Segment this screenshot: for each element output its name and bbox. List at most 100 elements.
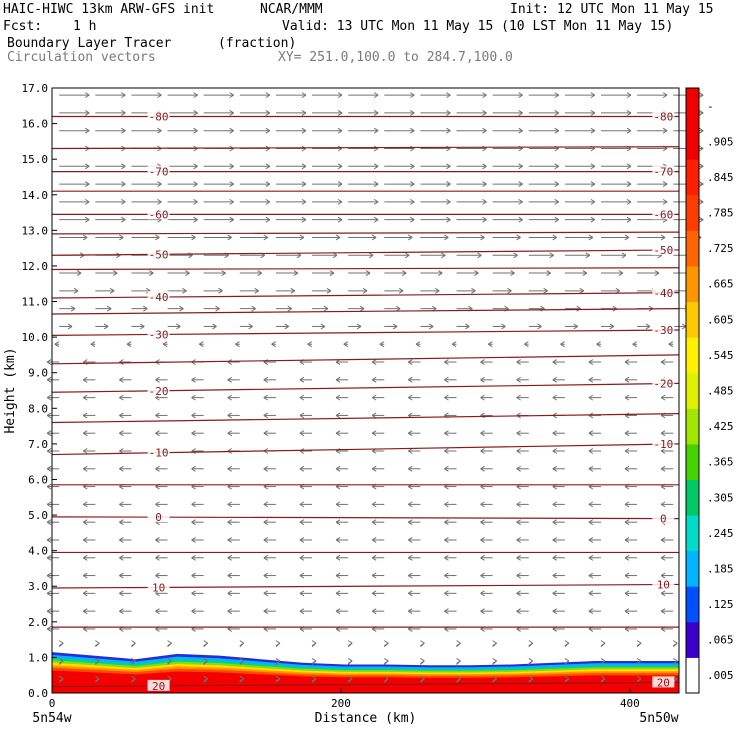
- wind-vector-452: [131, 234, 160, 241]
- temperature-contour-7: [51, 413, 680, 424]
- wind-vector-73: [82, 608, 96, 615]
- wind-vector-117: [371, 572, 385, 579]
- wind-vector-22: [203, 658, 209, 665]
- vector-head-a: [444, 430, 449, 434]
- contour-label-bg: [652, 165, 675, 177]
- colorbar-segment-8: [686, 372, 699, 409]
- vector-head-b: [265, 219, 271, 223]
- vector-head-b: [227, 575, 232, 579]
- wind-vector-153: [371, 537, 385, 543]
- vector-head-b: [444, 450, 449, 454]
- wind-vector-492: [275, 198, 307, 205]
- vector-head-b: [185, 272, 190, 276]
- temperature-contour-6: [51, 443, 680, 456]
- vector-head-a: [227, 412, 232, 416]
- colorbar-segment-3: [686, 550, 699, 587]
- vector-head-b: [698, 94, 704, 99]
- wind-vector-41: [239, 640, 245, 648]
- vector-head-b: [480, 450, 485, 454]
- vector-head-b: [296, 254, 302, 259]
- x-end-right: 5n50w: [639, 711, 678, 726]
- contour-label-12-0: -40: [149, 291, 169, 304]
- wind-vector-156: [480, 537, 493, 543]
- vector-head-b: [554, 183, 560, 188]
- vector-head-b: [248, 326, 253, 330]
- vector-head-b: [299, 539, 305, 543]
- vector-head-a: [337, 109, 343, 114]
- wind-vector-145: [82, 537, 96, 543]
- vector-head-a: [46, 448, 52, 452]
- vector-head-b: [662, 130, 668, 134]
- vector-head-b: [82, 503, 88, 508]
- vector-head-b: [46, 610, 52, 615]
- vector-head-a: [293, 270, 299, 274]
- vector-head-a: [326, 287, 332, 292]
- vector-head-a: [157, 127, 162, 132]
- vector-head-b: [474, 272, 479, 276]
- wind-vector-564: [275, 127, 307, 134]
- vector-head-a: [347, 658, 353, 662]
- vector-head-b: [660, 486, 666, 490]
- vector-head-b: [82, 450, 88, 454]
- wind-vector-20: [131, 658, 136, 665]
- wind-vector-75: [155, 608, 168, 615]
- vector-head-a: [384, 658, 389, 662]
- vector-head-b: [215, 308, 220, 312]
- wind-vector-571: [528, 127, 560, 134]
- vector-head-b: [371, 486, 377, 490]
- vector-head-b: [371, 397, 377, 401]
- wind-vector-522: [59, 163, 90, 170]
- wind-vector-11: [456, 675, 461, 683]
- vector-head-a: [624, 501, 630, 505]
- vector-head-b: [155, 610, 160, 615]
- wind-vector-403: [312, 287, 332, 294]
- vector-head-a: [106, 305, 112, 310]
- wind-vector-98: [335, 590, 349, 597]
- vector-head-b: [392, 326, 398, 330]
- vector-head-b: [193, 148, 198, 152]
- wind-vector-570: [492, 127, 523, 134]
- vector-head-a: [379, 341, 385, 345]
- vector-head-b: [444, 397, 449, 401]
- vector-head-b: [119, 610, 124, 615]
- wind-vector-103: [516, 590, 529, 597]
- wind-vector-531: [384, 163, 415, 170]
- vector-head-b: [227, 237, 232, 241]
- wind-vector-577: [95, 109, 126, 116]
- wind-vector-315: [371, 376, 385, 383]
- vector-head-a: [492, 640, 497, 644]
- vector-head-a: [645, 323, 651, 327]
- vector-head-a: [698, 163, 704, 167]
- wind-vector-160: [624, 537, 638, 543]
- vector-head-b: [82, 628, 88, 632]
- vector-head-a: [371, 608, 377, 612]
- vector-head-b: [193, 183, 198, 188]
- vector-head-a: [229, 181, 234, 185]
- vector-head-b: [299, 557, 305, 561]
- wind-vector-534: [492, 163, 523, 170]
- vector-head-a: [576, 305, 581, 310]
- colorbar-segment-14: [686, 159, 699, 196]
- wind-vector-157: [516, 537, 529, 543]
- vector-head-b: [410, 148, 415, 152]
- vector-head-b: [155, 468, 160, 472]
- wind-vector-272: [119, 412, 132, 419]
- vector-head-b: [337, 112, 343, 116]
- wind-vector-525: [167, 163, 198, 170]
- vector-head-b: [106, 308, 112, 312]
- vector-head-b: [58, 678, 64, 682]
- vector-head-a: [446, 216, 451, 221]
- vector-head-b: [624, 379, 630, 383]
- vector-head-b: [371, 450, 377, 454]
- wind-vector-550: [420, 145, 451, 152]
- vector-head-a: [299, 590, 305, 594]
- wind-vector-430: [637, 270, 660, 276]
- wind-vector-131: [227, 554, 240, 561]
- wind-vector-609: [600, 92, 632, 99]
- vector-head-a: [301, 127, 307, 132]
- wind-vector-30: [492, 658, 497, 665]
- colorbar-tick-1: .065: [707, 634, 734, 647]
- vector-head-a: [121, 163, 126, 167]
- vector-head-a: [337, 127, 343, 132]
- vector-head-a: [362, 287, 368, 292]
